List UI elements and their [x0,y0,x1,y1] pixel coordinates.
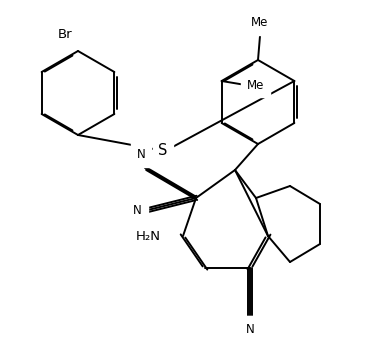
Text: N: N [137,148,145,161]
Text: S: S [158,142,168,158]
Text: Me: Me [251,16,269,29]
Text: Br: Br [57,28,72,41]
Text: H₂N: H₂N [136,229,161,242]
Text: N: N [246,323,254,336]
Text: Me: Me [247,78,264,92]
Text: N: N [133,203,142,217]
